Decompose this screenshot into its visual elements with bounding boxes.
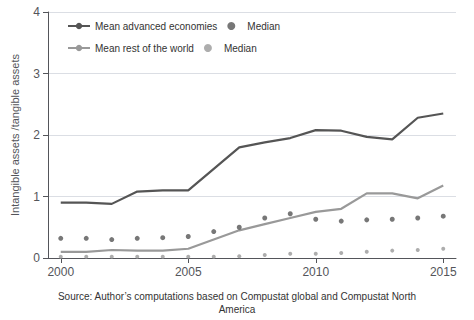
svg-text:0: 0 xyxy=(33,251,40,265)
svg-text:2015: 2015 xyxy=(430,265,457,279)
svg-text:1: 1 xyxy=(33,190,40,204)
svg-text:4: 4 xyxy=(33,5,40,19)
svg-text:2005: 2005 xyxy=(175,265,202,279)
svg-text:Mean advanced economies: Mean advanced economies xyxy=(95,21,217,32)
svg-text:America: America xyxy=(219,304,256,315)
svg-text:3: 3 xyxy=(33,67,40,81)
svg-text:2000: 2000 xyxy=(47,265,74,279)
svg-text:Source: Author’s computations: Source: Author’s computations based on C… xyxy=(58,291,416,302)
svg-text:Median: Median xyxy=(224,43,257,54)
svg-text:2010: 2010 xyxy=(302,265,329,279)
svg-text:Mean rest of the world: Mean rest of the world xyxy=(95,43,194,54)
svg-text:Intangible assets /tangible as: Intangible assets /tangible assets xyxy=(9,53,21,216)
svg-text:Median: Median xyxy=(247,21,280,32)
svg-text:2: 2 xyxy=(33,128,40,142)
